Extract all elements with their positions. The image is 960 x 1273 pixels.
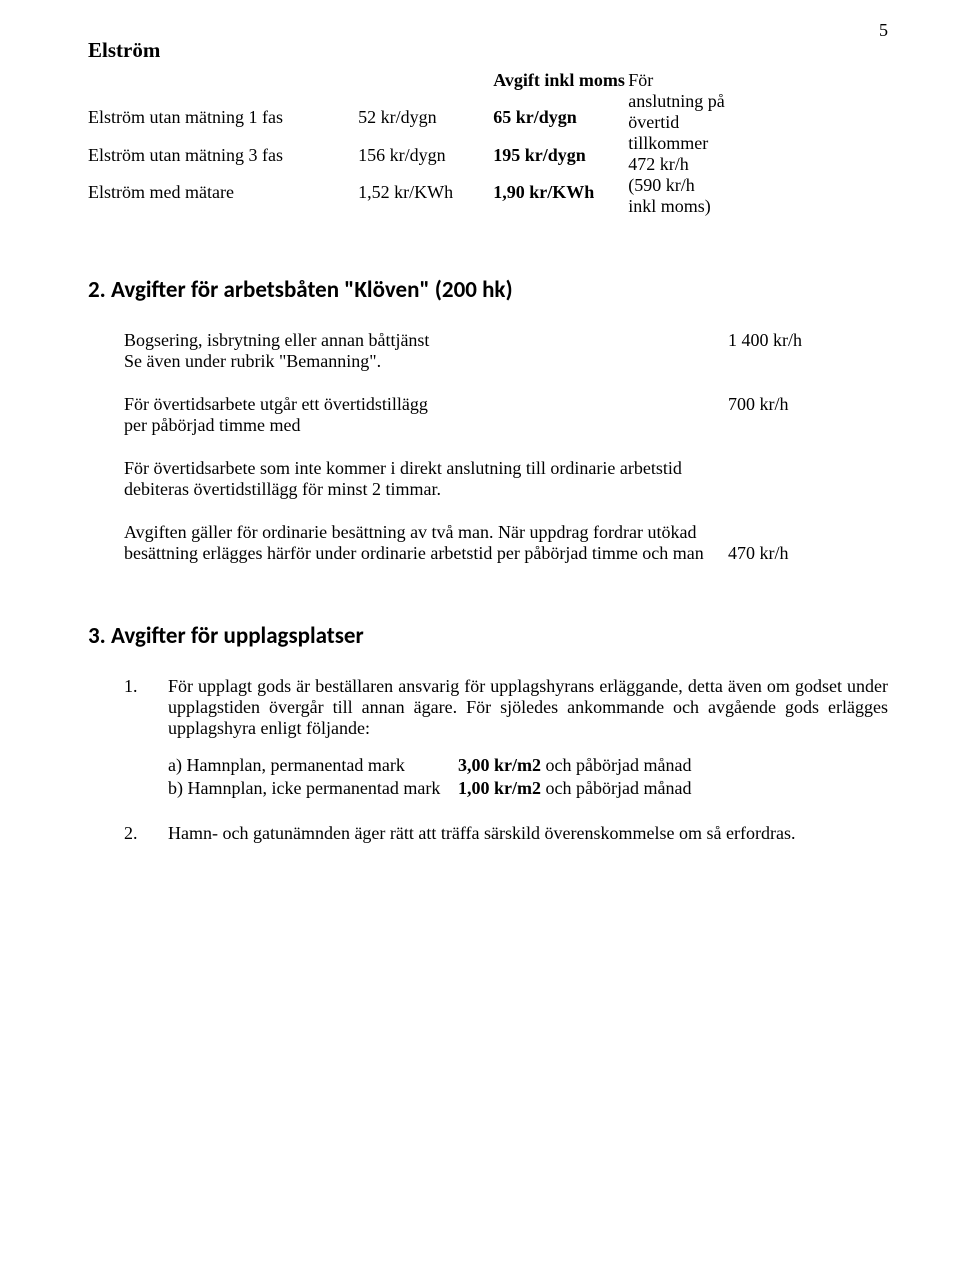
section-3-list: 1. För upplagt gods är beställaren ansva… xyxy=(124,676,888,844)
cell: 1,90 kr/KWh xyxy=(493,181,628,218)
col2-header: Avgift inkl moms xyxy=(493,69,628,106)
para-text: För övertidsarbete utgår ett övertidstil… xyxy=(124,394,728,436)
section-2-body: Bogsering, isbrytning eller annan båttjä… xyxy=(124,330,888,564)
note-line: För xyxy=(628,70,653,90)
item1-text: För upplagt gods är beställaren ansvarig… xyxy=(168,676,888,738)
cell: Elström med mätare xyxy=(88,181,358,218)
cell: 65 kr/dygn xyxy=(493,106,628,143)
sub-list: a) Hamnplan, permanentad mark 3,00 kr/m2… xyxy=(168,755,888,799)
elstrom-heading: Elström xyxy=(88,38,888,63)
note-line: anslutning på xyxy=(628,91,725,111)
para-text: Bogsering, isbrytning eller annan båttjä… xyxy=(124,330,728,372)
item-marker: 1. xyxy=(124,676,168,801)
item2-text: Hamn- och gatunämnden äger rätt att träf… xyxy=(168,823,888,844)
sub-rest: och påbörjad månad xyxy=(541,778,691,798)
sub-item: b) Hamnplan, icke permanentad mark 1,00 … xyxy=(168,778,888,799)
row: För övertidsarbete utgår ett övertidstil… xyxy=(124,394,888,436)
note-line: övertid xyxy=(628,112,679,132)
cell: Elström utan mätning 1 fas xyxy=(88,106,358,143)
sub-value: 1,00 kr/m2 och påbörjad månad xyxy=(458,778,888,799)
row: Avgiften gäller för ordinarie besättning… xyxy=(124,522,888,564)
sub-rest: och påbörjad månad xyxy=(541,755,691,775)
para-value: 1 400 kr/h xyxy=(728,330,888,372)
note-line: inkl moms) xyxy=(628,196,711,216)
elstrom-table: Avgift inkl moms För anslutning på övert… xyxy=(88,69,888,218)
section-2-title: 2. Avgifter för arbetsbåten "Klöven" (20… xyxy=(88,276,888,304)
para-text: Avgiften gäller för ordinarie besättning… xyxy=(124,522,728,564)
section-3: 3. Avgifter för upplagsplatser 1. För up… xyxy=(88,622,888,844)
table-row: Avgift inkl moms För anslutning på övert… xyxy=(88,69,888,106)
list-item: 1. För upplagt gods är beställaren ansva… xyxy=(124,676,888,801)
item-body: För upplagt gods är beställaren ansvarig… xyxy=(168,676,888,801)
list-item: 2. Hamn- och gatunämnden äger rätt att t… xyxy=(124,823,888,844)
note-line: 472 kr/h xyxy=(628,154,689,174)
cell: 1,52 kr/KWh xyxy=(358,181,493,218)
sub-bold: 3,00 kr/m2 xyxy=(458,755,541,775)
row: För övertidsarbete som inte kommer i dir… xyxy=(124,458,888,500)
cell: 156 kr/dygn xyxy=(358,144,493,181)
cell: Elström utan mätning 3 fas xyxy=(88,144,358,181)
page-number: 5 xyxy=(879,20,888,41)
sub-value: 3,00 kr/m2 och påbörjad månad xyxy=(458,755,888,776)
sub-item: a) Hamnplan, permanentad mark 3,00 kr/m2… xyxy=(168,755,888,776)
elstrom-note: För anslutning på övertid tillkommer 472… xyxy=(628,69,888,218)
sub-label: b) Hamnplan, icke permanentad mark xyxy=(168,778,458,799)
section-3-title: 3. Avgifter för upplagsplatser xyxy=(88,622,888,650)
page: 5 Elström Avgift inkl moms För anslutnin… xyxy=(0,0,960,1273)
note-line: (590 kr/h xyxy=(628,175,695,195)
cell: 52 kr/dygn xyxy=(358,106,493,143)
para-value: 470 kr/h xyxy=(728,522,888,564)
cell: 195 kr/dygn xyxy=(493,144,628,181)
item-marker: 2. xyxy=(124,823,168,844)
sub-bold: 1,00 kr/m2 xyxy=(458,778,541,798)
row: Bogsering, isbrytning eller annan båttjä… xyxy=(124,330,888,372)
sub-label: a) Hamnplan, permanentad mark xyxy=(168,755,458,776)
note-line: tillkommer xyxy=(628,133,708,153)
para-text: För övertidsarbete som inte kommer i dir… xyxy=(124,458,728,500)
para-value: 700 kr/h xyxy=(728,394,888,436)
section-2: 2. Avgifter för arbetsbåten "Klöven" (20… xyxy=(88,276,888,564)
